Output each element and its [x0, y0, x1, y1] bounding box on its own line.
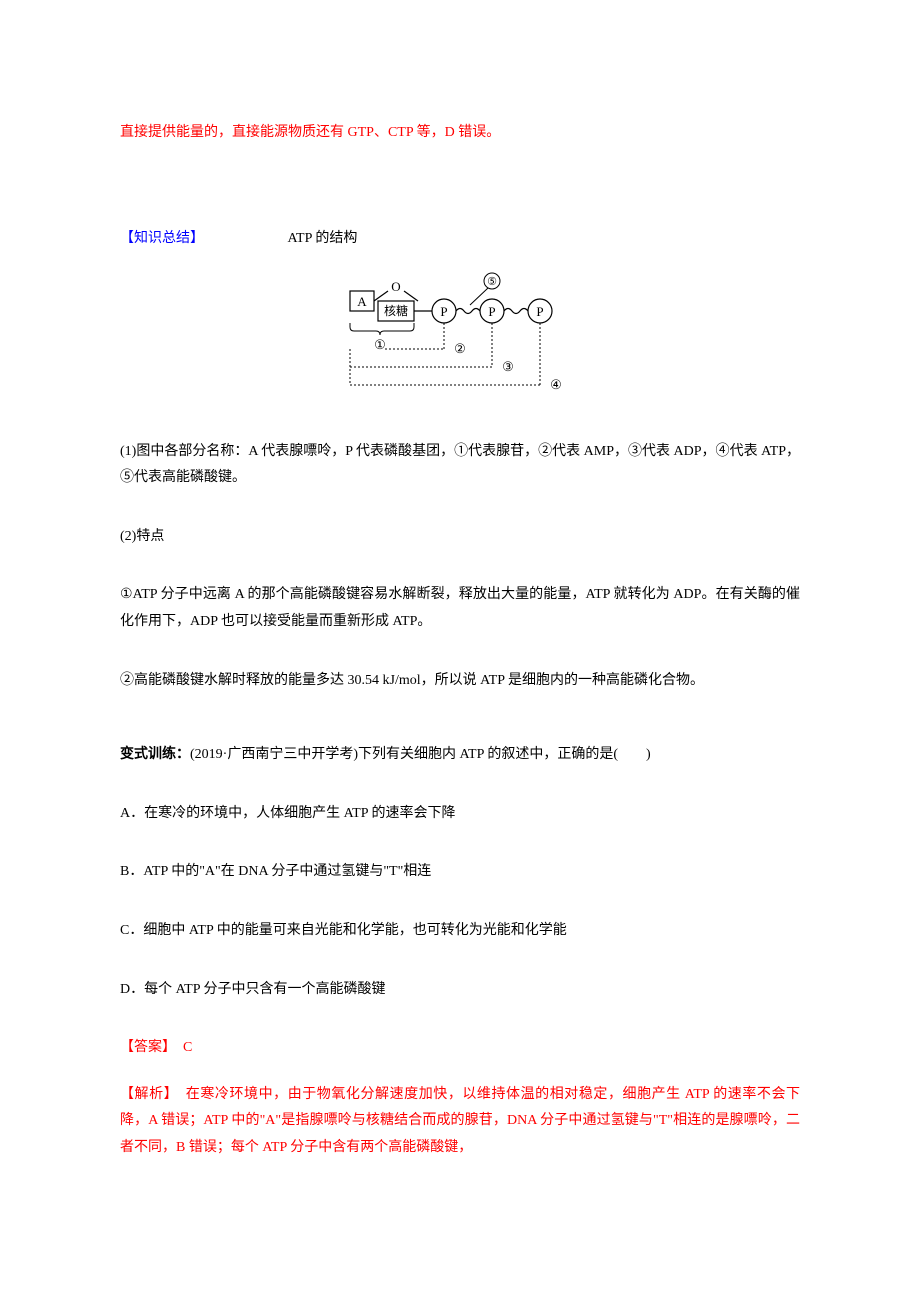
exercise-source: (2019·广西南宁三中开学考)下列有关细胞内 ATP 的叙述中，正确的是( ): [190, 747, 651, 762]
answer-label: 【答案】: [120, 1040, 169, 1055]
circle-4: ④: [550, 377, 562, 392]
item-2-label: (2)特点: [120, 524, 800, 551]
option-b: B．ATP 中的"A"在 DNA 分子中通过氢键与"T"相连: [120, 859, 800, 886]
item-2-1: ①ATP 分子中远离 A 的那个高能磷酸键容易水解断裂，释放出大量的能量，ATP…: [120, 582, 800, 635]
wavy-bond-1: [456, 308, 480, 313]
circle-5: ⑤: [487, 276, 497, 288]
section-label: 【知识总结】: [120, 231, 204, 246]
explanation-row: 【解析】 在寒冷环境中，由于物氧化分解速度加快，以维持体温的相对稳定，细胞产生 …: [120, 1082, 800, 1162]
option-c: C．细胞中 ATP 中的能量可来自光能和化学能，也可转化为光能和化学能: [120, 918, 800, 945]
atp-structure-svg: A O 核糖 ① P P P ⑤ ② ③: [330, 271, 590, 411]
p-label-3: P: [536, 304, 543, 319]
exercise-stem: 变式训练：(2019·广西南宁三中开学考)下列有关细胞内 ATP 的叙述中，正确…: [120, 742, 800, 769]
item-2-2: ②高能磷酸键水解时释放的能量多达 30.54 kJ/mol，所以说 ATP 是细…: [120, 668, 800, 695]
brace-1: [350, 323, 414, 335]
connector-line-2: [404, 291, 418, 301]
circle-3: ③: [502, 359, 514, 374]
section-header: 【知识总结】 ATP 的结构: [120, 227, 800, 247]
a-label: A: [357, 294, 367, 309]
exercise-prefix: 变式训练：: [120, 747, 190, 762]
answer-value: C: [183, 1040, 192, 1055]
explanation-text: 在寒冷环境中，由于物氧化分解速度加快，以维持体温的相对稳定，细胞产生 ATP 的…: [120, 1087, 800, 1155]
section-title: ATP 的结构: [288, 231, 358, 246]
intro-paragraph: 直接提供能量的，直接能源物质还有 GTP、CTP 等，D 错误。: [120, 120, 800, 147]
circle-2: ②: [454, 341, 466, 356]
ribose-label: 核糖: [384, 303, 408, 318]
answer-row: 【答案】 C: [120, 1035, 800, 1062]
atp-diagram: A O 核糖 ① P P P ⑤ ② ③: [120, 271, 800, 411]
option-d: D．每个 ATP 分子中只含有一个高能磷酸键: [120, 977, 800, 1004]
o-label: O: [391, 279, 400, 294]
option-a: A．在寒冷的环境中，人体细胞产生 ATP 的速率会下降: [120, 801, 800, 828]
wavy-bond-2: [504, 308, 528, 313]
p-label-1: P: [440, 304, 447, 319]
circle-1: ①: [374, 337, 386, 352]
explanation-label: 【解析】: [120, 1087, 171, 1102]
item-1: (1)图中各部分名称：A 代表腺嘌呤，P 代表磷酸基团，①代表腺苷，②代表 AM…: [120, 439, 800, 492]
p-label-2: P: [488, 304, 495, 319]
connector-line: [374, 291, 388, 301]
